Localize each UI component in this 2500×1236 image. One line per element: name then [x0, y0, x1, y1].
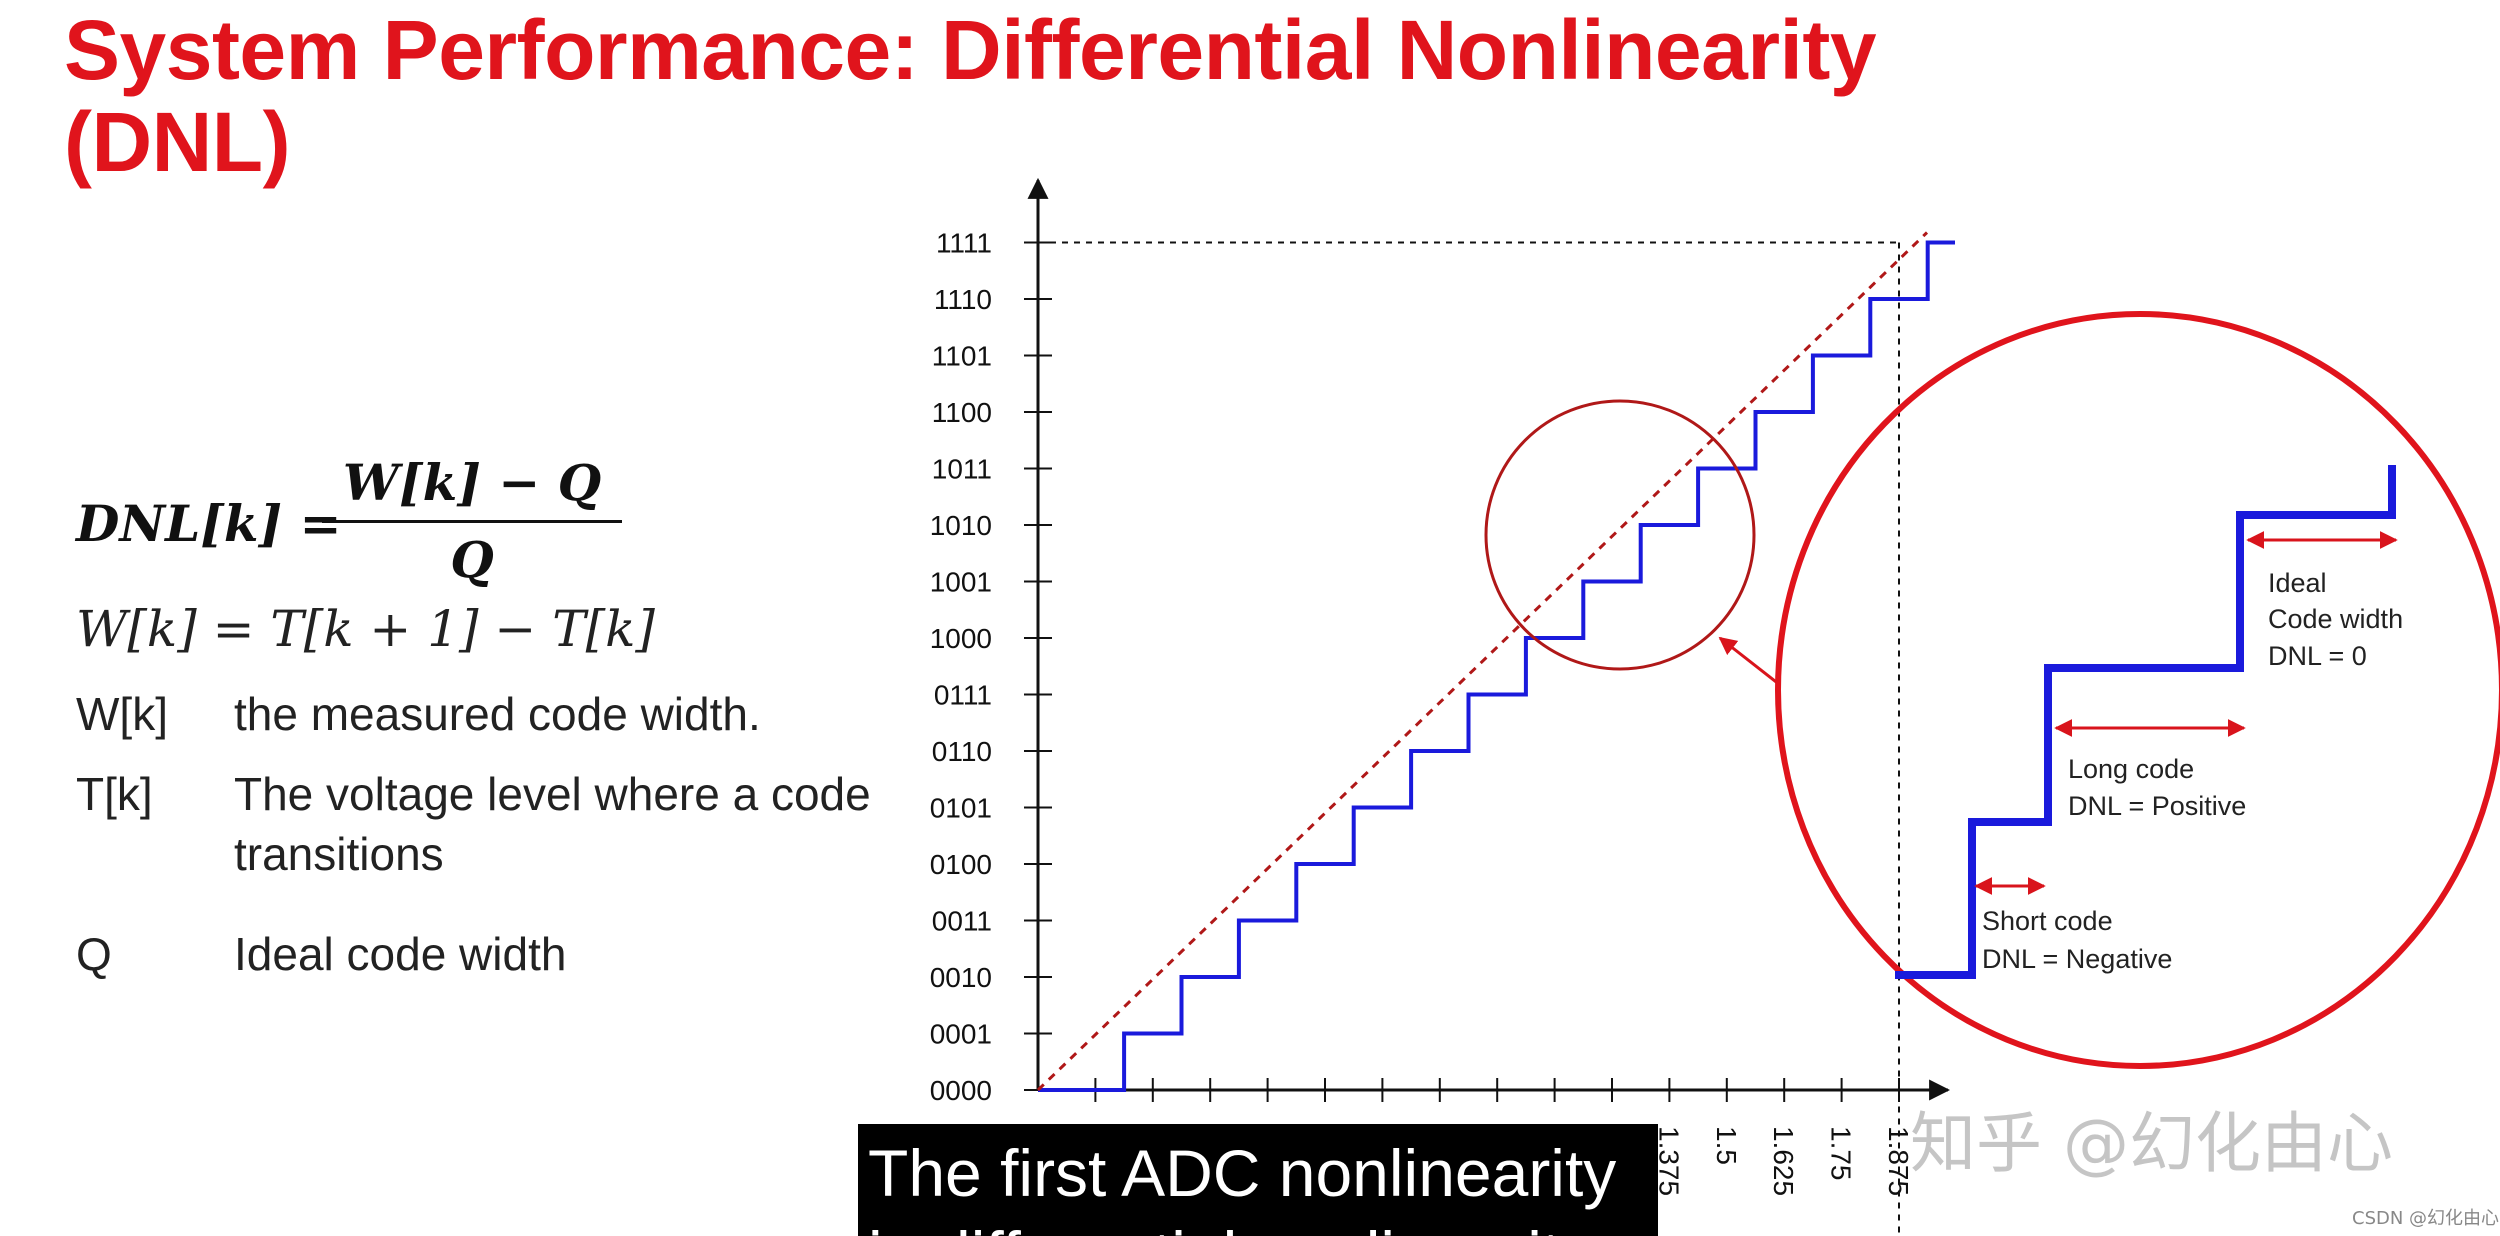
- chart-lines: [1036, 231, 1955, 1092]
- short-code-label-2: DNL = Negative: [1982, 944, 2172, 974]
- y-tick-label: 1100: [932, 397, 992, 428]
- x-tick-label: 1.75: [1826, 1126, 1857, 1181]
- long-code-label-2: DNL = Positive: [2068, 791, 2246, 821]
- y-tick-label: 0110: [932, 736, 992, 767]
- dnl-denominator: Q: [450, 530, 494, 589]
- video-subtitle: The first ADC nonlinearity is differenti…: [858, 1124, 1658, 1236]
- ideal-label-2: Code width: [2268, 604, 2403, 634]
- subtitle-line-2: is differential nonlinearity: [868, 1216, 1593, 1236]
- definition-desc: Ideal code width: [234, 928, 567, 980]
- definition-desc: the measured code width.: [234, 688, 761, 740]
- definition-desc: The voltage level where a code transitio…: [234, 768, 871, 880]
- code-staircase-series: [1038, 240, 1955, 1092]
- chart-axes: [1027, 177, 1951, 1236]
- dnl-fraction: W[k] − Q Q: [322, 452, 622, 591]
- y-tick-label: 0001: [930, 1019, 992, 1050]
- csdn-watermark: CSDN @幻化由心: [2352, 1208, 2500, 1229]
- y-tick-label: 0011: [932, 906, 992, 937]
- y-tick-label: 0000: [930, 1075, 992, 1106]
- zoom-pointer-arrow: [1718, 636, 1781, 687]
- x-tick-label: 1.5: [1711, 1126, 1742, 1165]
- x-tick-label: 1.625: [1768, 1126, 1799, 1196]
- zoom-staircase: [1895, 465, 2396, 979]
- ideal-label-3: DNL = 0: [2268, 641, 2367, 671]
- y-tick-label: 0111: [934, 680, 992, 711]
- page-title: System Performance: Differential Nonline…: [64, 4, 2264, 188]
- dnl-numerator: W[k] − Q: [342, 453, 602, 512]
- zoom-circle: [1775, 311, 2500, 1069]
- dnl-formula: DNL[k] = W[k] − Q Q: [72, 432, 632, 592]
- zoom-source-circle: [1484, 399, 1756, 671]
- y-tick-label: 0010: [930, 962, 992, 993]
- y-tick-label: 1110: [934, 284, 992, 315]
- x-tick-label: 1.875: [1883, 1126, 1914, 1196]
- definition-term: T[k]: [76, 768, 153, 820]
- y-tick-label: 1000: [930, 623, 992, 654]
- zoom-callout: Ideal Code width DNL = 0 Long code DNL =…: [1484, 311, 2500, 1069]
- y-tick-label: 0100: [930, 849, 992, 880]
- y-tick-label: 1001: [930, 567, 992, 598]
- dnl-lhs: DNL[k] =: [76, 494, 342, 553]
- x-tick-label: 1.375: [1653, 1126, 1684, 1196]
- ideal-transfer-line: [1036, 231, 1929, 1092]
- title-line-1: System Performance: Differential Nonline…: [64, 3, 1877, 97]
- width-formula: W[k] = T[k + 1] − T[k]: [76, 600, 655, 658]
- definition-term: Q: [76, 928, 112, 980]
- long-code-label-1: Long code: [2068, 754, 2194, 784]
- definition-term: W[k]: [76, 688, 168, 740]
- y-tick-label: 1111: [936, 228, 992, 259]
- y-tick-label: 1101: [932, 341, 992, 372]
- subtitle-line-1: The first ADC nonlinearity: [868, 1136, 1617, 1210]
- title-line-2: (DNL): [64, 95, 291, 189]
- y-tick-label: 0101: [930, 793, 992, 824]
- short-code-label-1: Short code: [1982, 906, 2113, 936]
- fraction-bar: [322, 520, 622, 523]
- y-ticks: 0000 0001 0010 0011 0100 0101 0110 0111 1000 1001…: [930, 228, 1052, 1106]
- y-tick-label: 1010: [930, 510, 992, 541]
- ideal-label-1: Ideal: [2268, 568, 2327, 598]
- zhihu-watermark: 知乎 @幻化由心: [1910, 1105, 2393, 1182]
- y-tick-label: 1011: [932, 454, 992, 485]
- x-ticks: 1.375 1.5 1.625 1.75 1.875: [1094, 1078, 1914, 1196]
